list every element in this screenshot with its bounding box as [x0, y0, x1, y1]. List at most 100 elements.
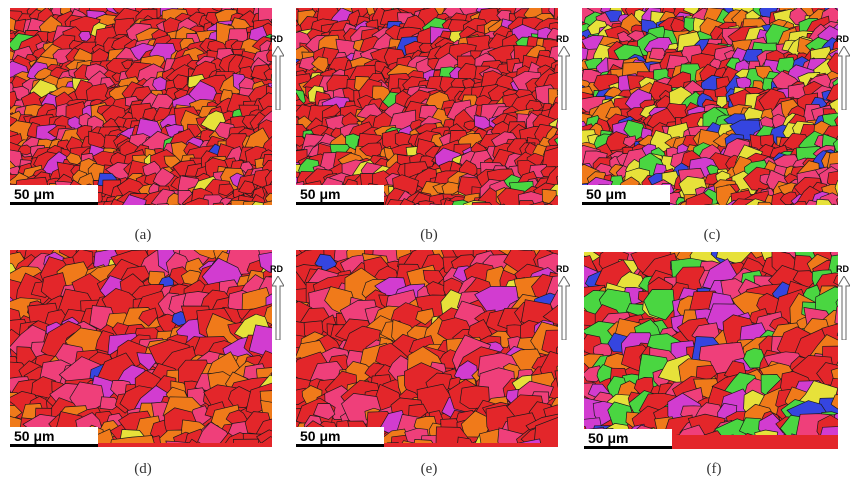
grain — [78, 31, 92, 42]
grain-mosaic — [10, 8, 272, 205]
scale-bar: 50 μm — [584, 429, 672, 449]
grain — [415, 308, 435, 326]
grain — [826, 52, 838, 76]
panel-caption: (d) — [134, 461, 152, 477]
grain — [429, 203, 442, 205]
grain — [834, 305, 838, 325]
grain — [172, 74, 188, 90]
grain — [165, 440, 190, 443]
grain — [678, 424, 706, 435]
grain — [826, 83, 838, 104]
grain — [457, 436, 473, 443]
grain — [188, 438, 199, 443]
grain — [643, 289, 676, 321]
grain-mosaic — [584, 252, 838, 435]
grain — [556, 175, 558, 190]
grain — [744, 433, 754, 435]
grain — [270, 19, 272, 25]
grain-mosaic — [10, 250, 272, 443]
grain — [604, 9, 623, 23]
rd-label: RD — [836, 34, 849, 44]
grain — [546, 194, 558, 205]
grain — [184, 197, 209, 205]
grain — [754, 429, 779, 435]
grain-mosaic — [582, 8, 838, 205]
grain — [262, 200, 272, 205]
scale-bar-label: 50 μm — [300, 186, 341, 202]
grain — [596, 364, 615, 383]
grain — [270, 371, 272, 376]
grain — [815, 198, 833, 205]
grain — [197, 421, 232, 443]
ebsd-map-f: 50 μm — [584, 252, 838, 449]
grain — [828, 98, 838, 115]
grain — [542, 304, 558, 325]
grain — [836, 197, 838, 205]
up-arrow-icon — [558, 46, 570, 110]
grain — [237, 180, 256, 195]
grain — [258, 251, 272, 273]
rd-arrow-indicator: RD — [836, 34, 858, 114]
rd-arrow-indicator: RD — [270, 264, 292, 344]
grain — [833, 274, 838, 286]
grain — [260, 436, 272, 443]
scale-bar: 50 μm — [10, 185, 98, 205]
grain — [270, 73, 272, 82]
ebsd-map-b: 50 μm — [296, 8, 558, 205]
grain — [399, 198, 415, 205]
grain — [218, 183, 235, 197]
scale-bar: 50 μm — [296, 427, 384, 447]
grain — [832, 203, 837, 205]
rd-label: RD — [556, 264, 569, 274]
grain — [792, 201, 807, 205]
scale-bar: 50 μm — [296, 185, 384, 205]
grain — [263, 68, 272, 81]
up-arrow-icon — [272, 46, 284, 110]
scale-bar-label: 50 μm — [300, 428, 341, 444]
grain — [212, 202, 225, 205]
scale-bar: 50 μm — [10, 427, 98, 447]
scale-bar-label: 50 μm — [588, 430, 629, 446]
ebsd-map-c: 50 μm — [582, 8, 838, 205]
scale-bar-label: 50 μm — [14, 186, 55, 202]
grain — [65, 152, 83, 165]
grain — [143, 204, 153, 205]
grain — [605, 131, 630, 151]
grain — [834, 180, 838, 196]
grain — [313, 403, 336, 420]
rd-label: RD — [836, 264, 849, 274]
grain — [556, 89, 558, 96]
grain — [121, 194, 147, 205]
grain — [533, 416, 558, 443]
grain — [757, 201, 773, 205]
grain — [826, 170, 838, 188]
panel-caption: (e) — [420, 461, 438, 477]
grain — [110, 435, 155, 443]
grain — [792, 270, 819, 289]
rd-arrow-indicator: RD — [270, 34, 292, 114]
grain — [413, 202, 421, 205]
grain — [528, 200, 546, 205]
up-arrow-icon — [558, 276, 570, 340]
up-arrow-icon — [272, 276, 284, 340]
grain — [716, 95, 728, 109]
grain — [163, 155, 182, 169]
grain — [703, 430, 722, 435]
scale-bar: 50 μm — [582, 185, 670, 205]
grain — [496, 187, 525, 205]
grain — [441, 181, 461, 195]
scale-bar-label: 50 μm — [586, 186, 627, 202]
grain — [545, 202, 553, 205]
grain — [169, 266, 193, 287]
panel-caption: (b) — [420, 227, 438, 243]
grain — [832, 138, 838, 152]
grain — [99, 396, 122, 411]
rd-arrow-indicator: RD — [836, 264, 858, 344]
panel-caption: (f) — [706, 461, 722, 477]
panel-caption: (a) — [134, 227, 152, 243]
ebsd-map-e: 50 μm — [296, 250, 558, 447]
ebsd-map-d: 50 μm — [10, 250, 272, 447]
grain — [836, 332, 838, 337]
up-arrow-icon — [838, 46, 850, 110]
grain — [501, 203, 506, 205]
